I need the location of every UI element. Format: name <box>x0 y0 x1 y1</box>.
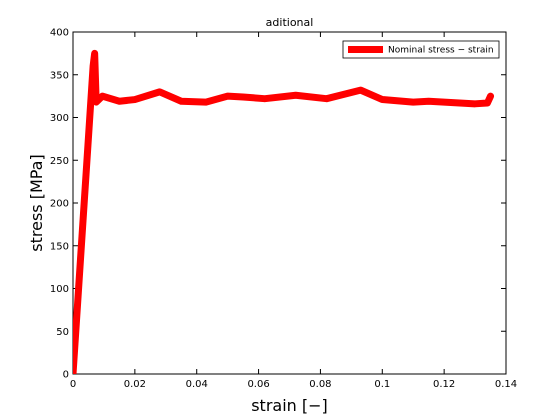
y-tick-labels: 0 50 100 150 200 250 300 350 400 <box>50 28 69 381</box>
series-line-nominal-stress-strain <box>73 49 495 374</box>
y-tick-label: 400 <box>50 28 69 39</box>
x-tick-label: 0.02 <box>124 379 146 390</box>
y-tick-label: 300 <box>50 113 69 124</box>
legend-box <box>342 40 500 59</box>
legend-entry-nominal: Nominal stress − strain <box>388 46 494 56</box>
y-tick-label: 250 <box>50 156 69 167</box>
x-tick-labels: 0 0.02 0.04 0.06 0.08 0.1 0.12 0.14 <box>70 379 517 390</box>
x-tick-label: 0.14 <box>495 379 517 390</box>
x-tick-label: 0 <box>70 379 76 390</box>
x-tick-label: 0.1 <box>374 379 390 390</box>
y-tick-label: 200 <box>50 199 69 210</box>
y-tick-label: 50 <box>56 327 69 338</box>
legend: Nominal stress − strain <box>342 40 500 59</box>
x-tick-label: 0.12 <box>433 379 455 390</box>
x-axis-label: strain [−] <box>251 396 328 415</box>
series-layer <box>73 49 495 374</box>
plot-area <box>72 31 507 375</box>
y-axis-label: stress [MPa] <box>27 154 46 251</box>
axis-ticks <box>72 31 507 375</box>
y-tick-label: 100 <box>50 284 69 295</box>
y-tick-label: 350 <box>50 70 69 81</box>
x-tick-label: 0.08 <box>309 379 331 390</box>
y-tick-label: 0 <box>63 370 69 381</box>
y-tick-label: 150 <box>50 241 69 252</box>
chart-title: aditional <box>266 16 314 29</box>
x-tick-label: 0.06 <box>247 379 269 390</box>
x-tick-label: 0.04 <box>186 379 208 390</box>
